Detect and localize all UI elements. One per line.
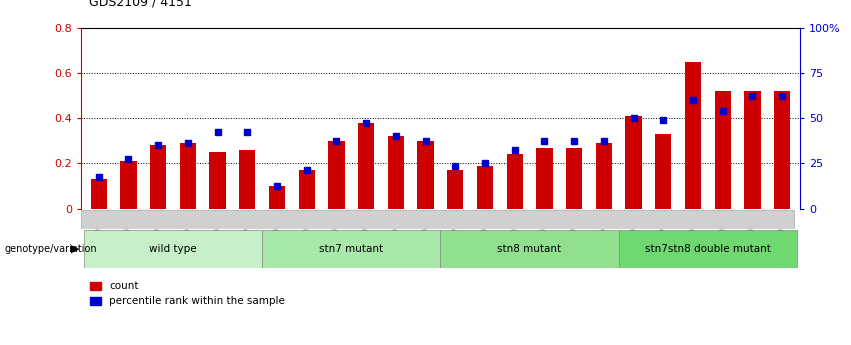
FancyBboxPatch shape — [619, 229, 797, 268]
Bar — [90, 179, 107, 209]
Bar — [715, 91, 731, 209]
FancyBboxPatch shape — [262, 229, 440, 268]
Bar — [150, 145, 166, 209]
Text: stn7 mutant: stn7 mutant — [319, 244, 383, 254]
Bar — [388, 136, 404, 209]
Bar — [655, 134, 671, 209]
Bar — [269, 186, 285, 209]
Bar — [417, 141, 434, 209]
Bar — [120, 161, 136, 209]
Bar — [596, 143, 612, 209]
Bar — [685, 61, 701, 209]
Bar — [209, 152, 226, 209]
Bar — [180, 143, 196, 209]
Bar — [745, 91, 761, 209]
Text: genotype/variation: genotype/variation — [4, 244, 97, 254]
Bar — [447, 170, 464, 209]
Bar — [625, 116, 642, 209]
Bar — [239, 150, 255, 209]
Bar — [299, 170, 315, 209]
Bar — [328, 141, 345, 209]
Bar — [506, 155, 523, 209]
Text: GDS2109 / 4151: GDS2109 / 4151 — [89, 0, 192, 9]
Bar — [536, 148, 552, 209]
Text: stn8 mutant: stn8 mutant — [498, 244, 562, 254]
FancyBboxPatch shape — [81, 210, 794, 229]
Bar — [566, 148, 582, 209]
Bar — [477, 166, 493, 209]
Text: ▶: ▶ — [71, 244, 79, 254]
Text: stn7stn8 double mutant: stn7stn8 double mutant — [645, 244, 771, 254]
FancyBboxPatch shape — [83, 229, 262, 268]
Bar — [774, 91, 791, 209]
Text: wild type: wild type — [149, 244, 197, 254]
Legend: count, percentile rank within the sample: count, percentile rank within the sample — [86, 277, 289, 310]
Bar — [358, 123, 374, 209]
FancyBboxPatch shape — [440, 229, 619, 268]
